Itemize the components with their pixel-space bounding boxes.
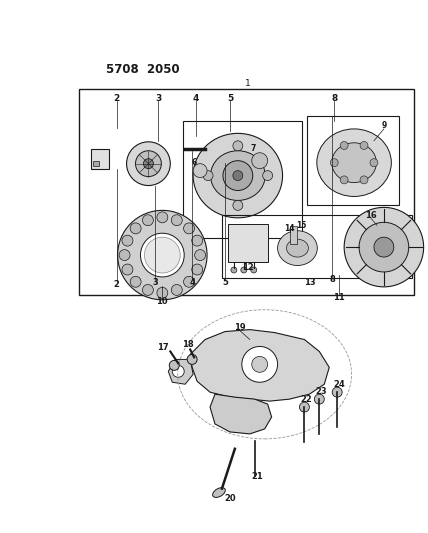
Circle shape: [193, 164, 207, 177]
Circle shape: [251, 267, 257, 273]
Circle shape: [252, 357, 268, 373]
Text: 4: 4: [193, 94, 199, 102]
Circle shape: [119, 249, 130, 261]
Ellipse shape: [211, 151, 265, 200]
Ellipse shape: [286, 239, 309, 257]
Ellipse shape: [193, 133, 282, 218]
Circle shape: [169, 360, 179, 370]
Circle shape: [314, 394, 324, 404]
Circle shape: [223, 160, 253, 190]
Circle shape: [184, 276, 194, 287]
Text: 11: 11: [333, 293, 345, 302]
Circle shape: [360, 141, 368, 149]
Bar: [91, 149, 109, 168]
Circle shape: [136, 151, 161, 176]
Text: 14: 14: [284, 224, 295, 233]
Text: 1: 1: [245, 79, 251, 88]
Text: 3: 3: [155, 94, 161, 102]
Circle shape: [122, 235, 133, 246]
Ellipse shape: [332, 143, 377, 182]
Circle shape: [360, 176, 368, 184]
Circle shape: [374, 237, 394, 257]
Circle shape: [252, 153, 268, 168]
Text: 2: 2: [114, 280, 119, 289]
Circle shape: [192, 235, 203, 246]
Circle shape: [233, 171, 243, 181]
Circle shape: [300, 402, 309, 412]
Circle shape: [157, 212, 168, 223]
Text: 5: 5: [222, 278, 228, 287]
Text: 16: 16: [365, 211, 377, 220]
Circle shape: [187, 354, 197, 365]
Polygon shape: [210, 394, 272, 434]
Circle shape: [263, 171, 273, 181]
Bar: [289, 227, 297, 244]
Polygon shape: [168, 359, 193, 384]
Text: 8: 8: [330, 276, 335, 285]
Circle shape: [332, 387, 342, 397]
Text: 20: 20: [224, 494, 236, 503]
Text: 5: 5: [227, 94, 233, 102]
Circle shape: [231, 267, 237, 273]
Text: 19: 19: [234, 323, 246, 332]
Circle shape: [344, 207, 424, 287]
Text: 17: 17: [158, 343, 169, 352]
Ellipse shape: [317, 129, 391, 197]
Ellipse shape: [213, 488, 225, 497]
Text: 9: 9: [381, 122, 386, 131]
Text: 3: 3: [152, 278, 158, 287]
Circle shape: [359, 222, 409, 272]
Circle shape: [241, 267, 247, 273]
Circle shape: [330, 159, 338, 167]
Text: 15: 15: [296, 221, 306, 230]
Circle shape: [171, 285, 182, 295]
Text: 21: 21: [252, 472, 264, 481]
Bar: [228, 224, 268, 262]
Polygon shape: [190, 329, 329, 401]
Circle shape: [171, 215, 182, 225]
Ellipse shape: [278, 231, 317, 265]
Circle shape: [172, 365, 184, 377]
Bar: [183, 121, 303, 238]
Circle shape: [127, 142, 170, 185]
Circle shape: [242, 346, 278, 382]
Circle shape: [122, 264, 133, 275]
Circle shape: [233, 141, 243, 151]
Text: 23: 23: [315, 386, 327, 395]
Circle shape: [192, 264, 203, 275]
Circle shape: [143, 215, 153, 225]
Text: 6: 6: [191, 158, 197, 167]
Bar: [222, 215, 412, 278]
Bar: [307, 116, 399, 205]
Circle shape: [118, 211, 207, 300]
Text: 7: 7: [250, 144, 256, 154]
Text: 24: 24: [333, 379, 345, 389]
Bar: [79, 89, 414, 295]
Circle shape: [157, 287, 168, 298]
Text: 18: 18: [182, 340, 194, 349]
Circle shape: [233, 200, 243, 211]
Text: 8: 8: [331, 94, 337, 102]
Circle shape: [340, 176, 348, 184]
Circle shape: [143, 285, 153, 295]
Circle shape: [130, 276, 141, 287]
Circle shape: [145, 237, 180, 273]
Text: 5708  2050: 5708 2050: [106, 63, 179, 76]
Circle shape: [370, 159, 378, 167]
Text: 2: 2: [113, 94, 120, 102]
Text: 10: 10: [157, 297, 168, 306]
Circle shape: [143, 159, 153, 168]
Text: 13: 13: [303, 278, 315, 287]
Circle shape: [203, 171, 213, 181]
Text: 22: 22: [300, 394, 312, 403]
Circle shape: [340, 141, 348, 149]
Circle shape: [130, 223, 141, 234]
Bar: [93, 160, 99, 166]
Text: 12: 12: [242, 263, 254, 272]
Circle shape: [184, 223, 194, 234]
Circle shape: [195, 249, 205, 261]
Text: 4: 4: [189, 278, 195, 287]
Circle shape: [140, 233, 184, 277]
